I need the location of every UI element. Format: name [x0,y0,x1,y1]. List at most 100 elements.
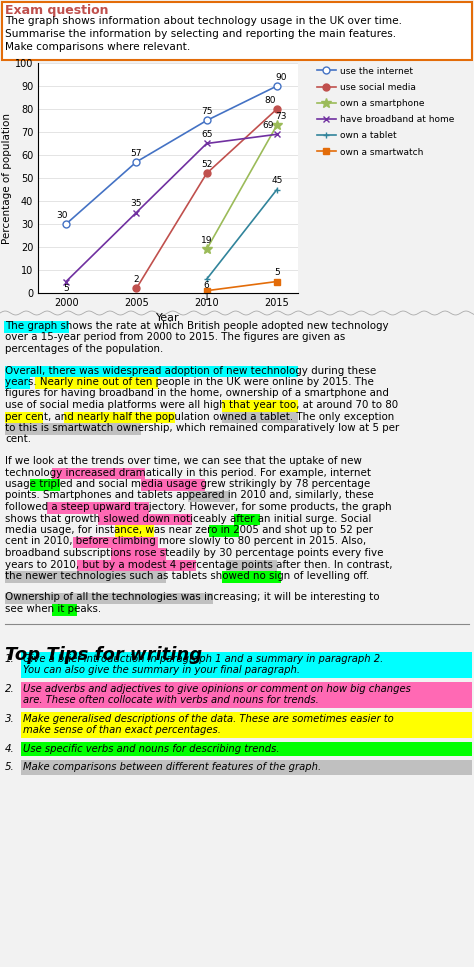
Text: cent in 2010, before climbing more slowly to 80 percent in 2015. Also,: cent in 2010, before climbing more slowl… [5,537,366,546]
Text: 57: 57 [131,149,142,158]
FancyBboxPatch shape [5,593,213,604]
FancyBboxPatch shape [21,682,472,708]
Text: 3.: 3. [5,714,15,723]
own a smartwatch [274,276,280,287]
Text: 90: 90 [275,73,287,82]
FancyBboxPatch shape [111,548,166,560]
Text: see when it peaks.: see when it peaks. [5,604,101,614]
Text: 52: 52 [201,161,212,169]
Text: If we look at the trends over time, we can see that the uptake of new: If we look at the trends over time, we c… [5,456,362,466]
Text: percentages of the population.: percentages of the population. [5,344,163,354]
FancyBboxPatch shape [226,560,277,571]
FancyBboxPatch shape [47,502,149,513]
FancyBboxPatch shape [21,742,472,756]
Text: broadband subscriptions rose steadily by 30 percentage points every five: broadband subscriptions rose steadily by… [5,548,383,558]
Text: 5: 5 [63,283,69,293]
Text: 73: 73 [275,112,287,121]
FancyBboxPatch shape [21,712,472,738]
Text: 5.: 5. [5,762,15,772]
Text: Make comparisons where relevant.: Make comparisons where relevant. [5,42,190,52]
Text: Use adverbs and adjectives to give opinions or comment on how big changes: Use adverbs and adjectives to give opini… [23,684,411,693]
Text: figures for having broadband in the home, ownership of a smartphone and: figures for having broadband in the home… [5,389,389,398]
FancyBboxPatch shape [235,513,260,525]
FancyBboxPatch shape [99,513,192,525]
Text: 6: 6 [204,281,210,290]
Text: followed a steep upward trajectory. However, for some products, the graph: followed a steep upward trajectory. Howe… [5,502,392,512]
FancyBboxPatch shape [64,412,175,423]
Text: 5: 5 [274,268,280,278]
Text: 2.: 2. [5,684,15,693]
have broadband at home [274,129,280,140]
FancyBboxPatch shape [5,366,298,377]
Text: shows that growth slowed down noticeably after an initial surge. Social: shows that growth slowed down noticeably… [5,513,371,523]
Text: Make generalised descriptions of the data. These are sometimes easier to: Make generalised descriptions of the dat… [23,714,394,723]
FancyBboxPatch shape [4,320,69,333]
Line: have broadband at home: have broadband at home [63,131,281,285]
Text: years. Nearly nine out of ten people in the UK were online by 2015. The: years. Nearly nine out of ten people in … [5,377,374,387]
X-axis label: Year: Year [156,313,180,323]
Text: 30: 30 [56,211,68,220]
Text: the newer technologies such as tablets showed no sign of levelling off.: the newer technologies such as tablets s… [5,571,369,581]
Text: 4.: 4. [5,744,15,753]
have broadband at home [204,137,210,149]
FancyBboxPatch shape [77,560,196,571]
own a smartphone [274,119,280,131]
Y-axis label: Percentage of population: Percentage of population [2,112,12,244]
own a tablet [274,184,280,195]
Text: 75: 75 [201,107,212,116]
Text: use of social media platforms were all high that year too, at around 70 to 80: use of social media platforms were all h… [5,400,398,410]
FancyBboxPatch shape [21,760,472,775]
Legend: use the internet, use social media, own a smartphone, have broadband at home, ow: use the internet, use social media, own … [313,63,458,161]
Text: 1: 1 [204,293,210,302]
FancyBboxPatch shape [222,571,281,582]
FancyBboxPatch shape [5,412,43,423]
Text: Summarise the information by selecting and reporting the main features.: Summarise the information by selecting a… [5,29,396,39]
Line: use social media: use social media [133,105,281,292]
Text: cent.: cent. [5,434,31,445]
own a smartphone [204,244,210,255]
FancyBboxPatch shape [116,525,154,537]
Text: Exam question: Exam question [5,4,109,17]
Text: The graph shows the rate at which British people adopted new technology: The graph shows the rate at which Britis… [5,321,389,331]
Text: 65: 65 [201,131,212,139]
use social media [134,282,139,294]
FancyBboxPatch shape [188,490,230,502]
Text: per cent, and nearly half the population owned a tablet. The only exception: per cent, and nearly half the population… [5,412,394,422]
have broadband at home [63,276,69,287]
Text: Make comparisons between different features of the graph.: Make comparisons between different featu… [23,762,321,772]
own a smartwatch [204,285,210,297]
Text: to this is smartwatch ownership, which remained comparatively low at 5 per: to this is smartwatch ownership, which r… [5,423,399,433]
Text: 80: 80 [264,96,276,104]
Text: Give a brief introduction in paragraph 1 and a summary in paragraph 2.: Give a brief introduction in paragraph 1… [23,654,383,663]
FancyBboxPatch shape [141,479,205,490]
Text: usage tripled and social media usage grew strikingly by 78 percentage: usage tripled and social media usage gre… [5,479,370,489]
use the internet [63,219,69,230]
FancyBboxPatch shape [5,571,166,582]
FancyBboxPatch shape [73,537,158,548]
use social media [204,167,210,179]
FancyBboxPatch shape [30,479,60,490]
Text: make sense of than exact percentages.: make sense of than exact percentages. [23,725,221,735]
FancyBboxPatch shape [5,423,141,434]
FancyBboxPatch shape [2,2,472,60]
Text: Overall, there was widespread adoption of new technology during these: Overall, there was widespread adoption o… [5,366,376,375]
Text: 35: 35 [131,199,142,208]
Text: 2: 2 [134,276,139,284]
Text: years to 2010, but by a modest 4 percentage points after then. In contrast,: years to 2010, but by a modest 4 percent… [5,560,392,570]
Text: 45: 45 [271,176,283,186]
Text: media usage, for instance, was near zero in 2005 and shot up to 52 per: media usage, for instance, was near zero… [5,525,373,535]
FancyBboxPatch shape [222,412,298,423]
use the internet [274,80,280,92]
Text: points. Smartphones and tablets appeared in 2010 and, similarly, these: points. Smartphones and tablets appeared… [5,490,374,501]
FancyBboxPatch shape [222,400,298,412]
FancyBboxPatch shape [52,604,77,616]
FancyBboxPatch shape [35,377,158,389]
Text: 19: 19 [201,236,212,245]
Text: Ownership of all the technologies was increasing; it will be interesting to: Ownership of all the technologies was in… [5,593,380,602]
Text: Top Tips for writing: Top Tips for writing [5,646,202,663]
Text: The graph shows information about technology usage in the UK over time.: The graph shows information about techno… [5,16,402,26]
use social media [274,103,280,115]
use the internet [204,115,210,127]
have broadband at home [134,207,139,219]
Text: You can also give the summary in your final paragraph.: You can also give the summary in your fi… [23,665,300,675]
